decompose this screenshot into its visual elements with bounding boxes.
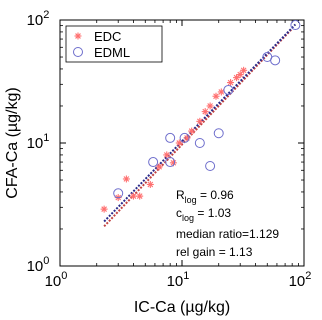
legend-edml-marker (73, 47, 83, 57)
edml-point (179, 132, 190, 143)
edc-point (212, 92, 220, 100)
legend-label: EDC (94, 29, 121, 44)
x-tick-label: 102 (289, 270, 312, 290)
annotation-value: = 1.03 (194, 206, 231, 220)
edml-point (205, 161, 216, 172)
edc-point (188, 127, 196, 135)
edc-point (122, 175, 130, 183)
annotation-text: R (176, 188, 185, 202)
edml-point (213, 128, 224, 139)
edml-point (165, 132, 176, 143)
x-tick-exponent: 0 (61, 270, 67, 282)
annotation-text: c (176, 206, 182, 220)
legend-label: EDML (94, 45, 130, 60)
legend-edc-marker (74, 32, 82, 40)
edc-point (155, 163, 163, 171)
annotation-subscript: log (185, 195, 197, 205)
x-tick-label: 100 (45, 270, 68, 290)
legend-box (65, 25, 163, 63)
x-axis-label: IC-Ca (µg/kg) (134, 299, 230, 316)
y-tick-base: 10 (27, 135, 44, 152)
annotation-subscript: log (182, 213, 194, 223)
y-tick-label: 102 (27, 9, 50, 29)
edc-point (206, 102, 214, 110)
annotation-text: median ratio=1.129 (176, 227, 279, 241)
edml-point (270, 55, 281, 66)
annotation: rel gain = 1.13 (176, 245, 253, 259)
x-tick-exponent: 1 (183, 270, 189, 282)
x-tick-base: 10 (45, 273, 62, 290)
edml-point (113, 188, 124, 199)
annotation-text: rel gain = 1.13 (176, 245, 253, 259)
edc-point (201, 108, 209, 116)
x-tick-exponent: 2 (305, 270, 311, 282)
edc-point (227, 79, 235, 87)
edc-point (163, 151, 171, 159)
x-tick-base: 10 (167, 273, 184, 290)
edc-point (129, 192, 137, 200)
edml-point (148, 157, 159, 168)
y-tick-label: 100 (27, 255, 50, 275)
edml-point (165, 157, 176, 168)
edc-point (146, 180, 154, 188)
y-tick-label: 101 (27, 132, 50, 152)
x-tick-label: 101 (167, 270, 190, 290)
edc-point (240, 66, 248, 74)
edc-point (175, 139, 183, 147)
annotation-value: = 0.96 (197, 188, 234, 202)
edc-point (196, 117, 204, 125)
annotation: clog = 1.03 (176, 206, 231, 223)
edc-point (136, 192, 144, 200)
edc-point (100, 205, 108, 213)
edml-point (290, 20, 301, 31)
y-tick-exponent: 1 (43, 132, 49, 144)
y-axis-label: CFA-Ca (µg/kg) (4, 87, 21, 198)
annotation: Rlog = 0.96 (176, 188, 234, 205)
y-tick-base: 10 (27, 12, 44, 29)
x-tick-base: 10 (289, 273, 306, 290)
edc-point (236, 71, 244, 79)
edml-point (223, 84, 234, 95)
edml-point (194, 138, 205, 148)
annotation: median ratio=1.129 (176, 227, 279, 241)
y-tick-exponent: 2 (43, 9, 49, 21)
edc-point (217, 88, 225, 96)
y-tick-base: 10 (27, 258, 44, 275)
y-tick-exponent: 0 (43, 255, 49, 267)
